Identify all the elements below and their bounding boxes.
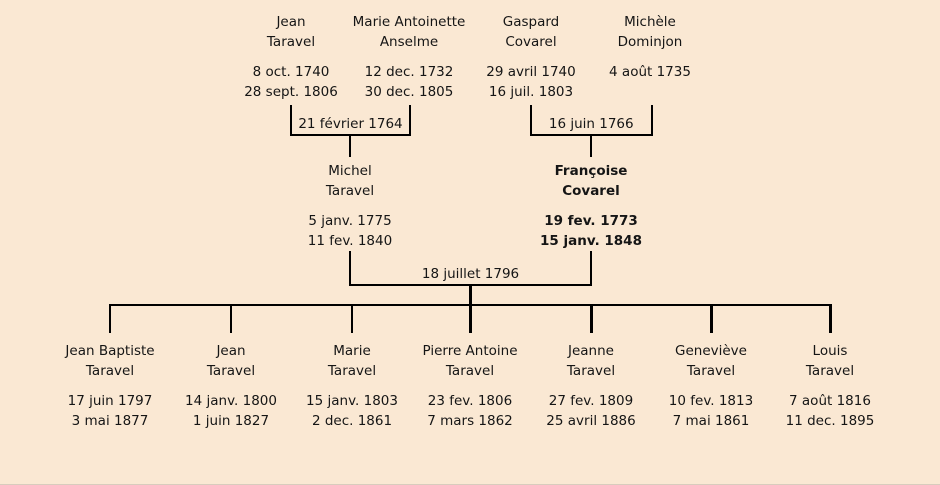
first-name: Louis xyxy=(812,343,848,359)
person-genevieve-taravel: Geneviève Taravel 10 fev. 1813 7 mai 186… xyxy=(669,341,753,431)
death-date: 25 avril 1886 xyxy=(546,413,636,429)
birth-date: 19 fev. 1773 xyxy=(544,213,638,229)
couple-bracket-covarel-dominjon: 16 juin 1766 xyxy=(530,105,653,136)
death-date: 11 dec. 1895 xyxy=(785,413,875,429)
first-name: Gaspard xyxy=(502,14,560,30)
last-name: Taravel xyxy=(686,363,736,379)
person-jean-baptiste-taravel: Jean Baptiste Taravel 17 juin 1797 3 mai… xyxy=(65,341,154,431)
person-marie-taravel: Marie Taravel 15 janv. 1803 2 dec. 1861 xyxy=(306,341,398,431)
descent-line-michel xyxy=(348,134,352,157)
birth-date: 27 fev. 1809 xyxy=(548,393,634,409)
death-date: 30 dec. 1805 xyxy=(364,84,454,100)
person-jean-taravel-fils: Jean Taravel 14 janv. 1800 1 juin 1827 xyxy=(185,341,277,431)
death-date: 7 mai 1861 xyxy=(672,413,750,429)
birth-date: 14 janv. 1800 xyxy=(185,393,277,409)
couple-bracket-taravel-anselme: 21 février 1764 xyxy=(290,105,411,136)
death-date: 11 fev. 1840 xyxy=(307,233,393,249)
birth-date: 10 fev. 1813 xyxy=(668,393,754,409)
person-pierre-antoine-taravel: Pierre Antoine Taravel 23 fev. 1806 7 ma… xyxy=(422,341,517,431)
last-name: Anselme xyxy=(379,34,439,50)
descent-line-children xyxy=(469,284,472,306)
last-name: Taravel xyxy=(206,363,256,379)
death-date: 15 janv. 1848 xyxy=(540,233,642,249)
person-michele-dominjon: Michèle Dominjon 4 août 1735 xyxy=(609,12,691,82)
birth-date: 15 janv. 1803 xyxy=(306,393,398,409)
person-michel-taravel: Michel Taravel 5 janv. 1775 11 fev. 1840 xyxy=(308,161,392,251)
first-name: Pierre Antoine xyxy=(422,343,518,359)
last-name: Taravel xyxy=(566,363,616,379)
child-drop-line xyxy=(590,303,593,333)
last-name: Dominjon xyxy=(617,34,683,50)
last-name: Taravel xyxy=(85,363,135,379)
death-date: 1 juin 1827 xyxy=(192,413,270,429)
first-name: Françoise xyxy=(554,163,628,179)
first-name: Michel xyxy=(328,163,372,179)
child-drop-line xyxy=(108,303,112,333)
birth-date: 4 août 1735 xyxy=(609,64,691,80)
couple-bracket-taravel-covarel: 18 juillet 1796 xyxy=(349,251,592,286)
marriage-date-label: 21 février 1764 xyxy=(298,116,403,132)
person-gaspard-covarel: Gaspard Covarel 29 avril 1740 16 juil. 1… xyxy=(486,12,575,102)
child-drop-line xyxy=(229,303,233,333)
child-drop-line xyxy=(469,303,472,333)
child-drop-line xyxy=(350,303,354,333)
last-name: Taravel xyxy=(445,363,495,379)
birth-date: 5 janv. 1775 xyxy=(308,213,392,229)
last-name: Covarel xyxy=(562,183,620,199)
first-name: Marie xyxy=(333,343,371,359)
first-name: Marie Antoinette xyxy=(352,14,466,30)
death-date: 16 juil. 1803 xyxy=(488,84,574,100)
death-date: 2 dec. 1861 xyxy=(311,413,393,429)
person-jean-taravel: Jean Taravel 8 oct. 1740 28 sept. 1806 xyxy=(244,12,338,102)
last-name: Taravel xyxy=(266,34,316,50)
last-name: Taravel xyxy=(805,363,855,379)
death-date: 28 sept. 1806 xyxy=(244,84,338,100)
first-name: Jean Baptiste xyxy=(65,343,155,359)
child-drop-line xyxy=(829,303,832,333)
first-name: Michèle xyxy=(624,14,676,30)
birth-date: 8 oct. 1740 xyxy=(252,64,330,80)
birth-date: 29 avril 1740 xyxy=(486,64,576,80)
last-name: Taravel xyxy=(325,183,375,199)
death-date: 7 mars 1862 xyxy=(427,413,513,429)
first-name: Geneviève xyxy=(675,343,747,359)
first-name: Jean xyxy=(216,343,246,359)
descent-line-francoise xyxy=(589,134,593,157)
person-francoise-covarel: Françoise Covarel 19 fev. 1773 15 janv. … xyxy=(540,161,642,251)
birth-date: 17 juin 1797 xyxy=(67,393,153,409)
birth-date: 12 dec. 1732 xyxy=(364,64,454,80)
birth-date: 23 fev. 1806 xyxy=(427,393,513,409)
person-louis-taravel: Louis Taravel 7 août 1816 11 dec. 1895 xyxy=(786,341,875,431)
last-name: Covarel xyxy=(505,34,557,50)
marriage-date-label: 16 juin 1766 xyxy=(548,116,634,132)
last-name: Taravel xyxy=(327,363,377,379)
child-drop-line xyxy=(710,303,713,333)
first-name: Jean xyxy=(276,14,306,30)
person-jeanne-taravel: Jeanne Taravel 27 fev. 1809 25 avril 188… xyxy=(546,341,635,431)
birth-date: 7 août 1816 xyxy=(789,393,871,409)
first-name: Jeanne xyxy=(568,343,614,359)
death-date: 3 mai 1877 xyxy=(71,413,149,429)
marriage-date-label: 18 juillet 1796 xyxy=(421,266,520,282)
person-marie-antoinette-anselme: Marie Antoinette Anselme 12 dec. 1732 30… xyxy=(353,12,466,102)
